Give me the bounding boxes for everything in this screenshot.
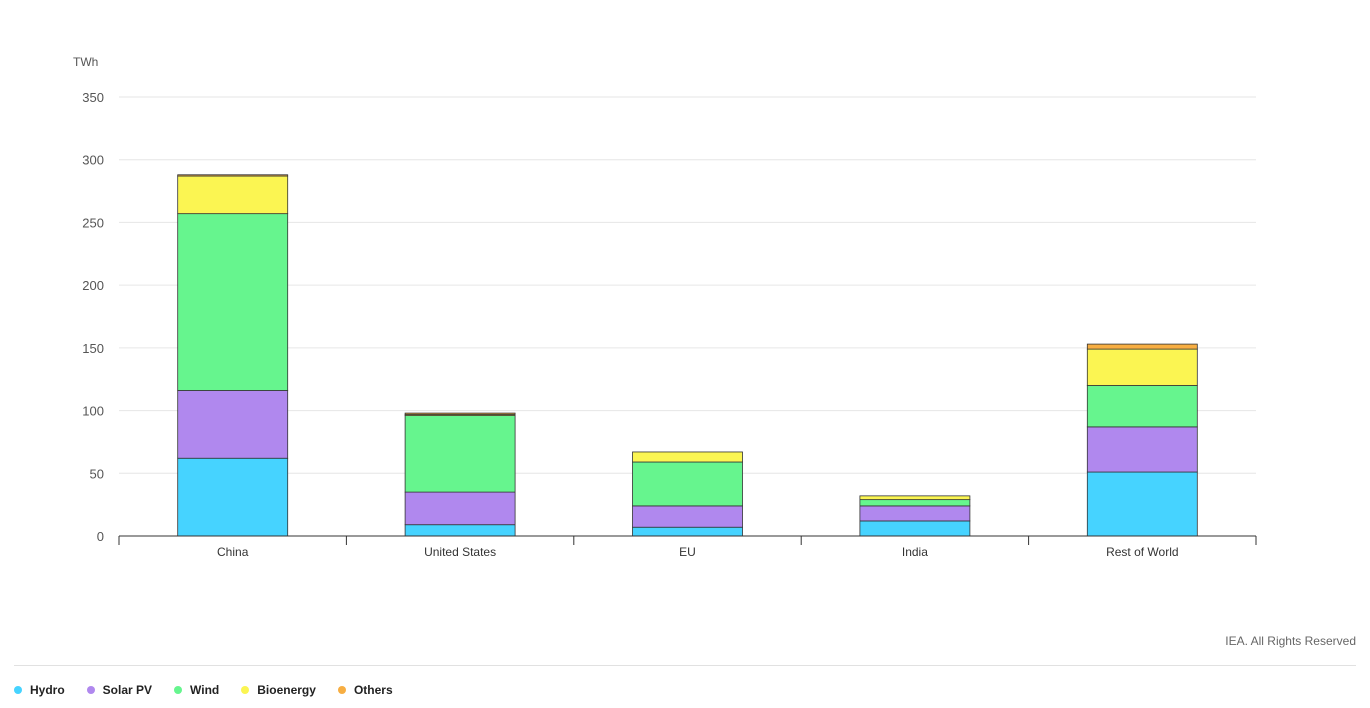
legend-swatch [241, 686, 250, 694]
legend-item-wind[interactable]: Wind [174, 683, 219, 697]
bar-segment-hydro[interactable] [177, 457, 289, 537]
bar-segment-bioenergy[interactable] [632, 451, 743, 463]
legend-item-solar-pv[interactable]: Solar PV [86, 683, 153, 697]
bar-segment-wind[interactable] [1086, 385, 1198, 428]
bar-segment-wind[interactable] [859, 499, 971, 507]
bar-segment-solar-pv[interactable] [632, 505, 743, 528]
legend: Hydro Solar PV Wind Bioenergy Others [14, 683, 393, 697]
legend-label: Solar PV [102, 683, 153, 697]
bar-segment-others[interactable] [177, 174, 289, 177]
legend-label: Bioenergy [257, 683, 316, 697]
bar-segment-others[interactable] [1086, 343, 1198, 350]
y-tick-label: 0 [97, 529, 104, 544]
legend-label: Wind [190, 683, 220, 697]
legend-swatch [337, 686, 346, 694]
y-tick-label: 150 [82, 341, 104, 356]
x-axis [118, 535, 1257, 545]
bar-segment-bioenergy[interactable] [177, 175, 289, 215]
bar-segment-wind[interactable] [177, 213, 289, 391]
bar-segment-bioenergy[interactable] [859, 495, 971, 501]
y-tick-label: 50 [90, 466, 104, 481]
bar-segment-wind[interactable] [632, 461, 743, 507]
legend-label: Others [353, 683, 393, 697]
bar-segment-solar-pv[interactable] [404, 491, 516, 526]
bar-segment-wind[interactable] [404, 415, 516, 493]
x-category-label: Rest of World [1106, 545, 1178, 559]
gridlines [119, 96, 1256, 474]
legend-swatch [86, 686, 95, 694]
bar-segment-bioenergy[interactable] [1086, 348, 1198, 386]
y-tick-label: 250 [82, 215, 104, 230]
axis-labels: 0 50 100 150 200 250 300 350 TWh China United Stat… [73, 55, 1179, 559]
y-unit-label: TWh [73, 55, 98, 69]
y-tick-label: 350 [82, 90, 104, 105]
bar-segment-hydro[interactable] [404, 524, 516, 537]
x-category-label: EU [679, 545, 696, 559]
legend-item-hydro[interactable]: Hydro [14, 683, 65, 697]
bar-segment-hydro[interactable] [859, 520, 971, 537]
bar-segment-hydro[interactable] [632, 526, 743, 537]
y-tick-label: 300 [82, 153, 104, 168]
x-category-label: India [902, 545, 928, 559]
bar-segment-others[interactable] [404, 412, 516, 415]
legend-swatch [14, 686, 22, 694]
y-tick-label: 200 [82, 278, 104, 293]
y-tick-label: 100 [82, 404, 104, 419]
credit-text: IEA. All Rights Reserved [1225, 634, 1356, 648]
legend-swatch [174, 686, 183, 694]
legend-item-others[interactable]: Others [337, 683, 393, 697]
x-category-label: China [217, 545, 249, 559]
bar-segment-solar-pv[interactable] [177, 390, 289, 459]
legend-divider [14, 665, 1356, 666]
legend-label: Hydro [30, 683, 65, 697]
bar-segment-hydro[interactable] [1086, 471, 1198, 537]
bars [177, 174, 1198, 537]
bar-segment-solar-pv[interactable] [859, 505, 971, 522]
legend-item-bioenergy[interactable]: Bioenergy [241, 683, 316, 697]
x-category-label: United States [424, 545, 496, 559]
bar-segment-solar-pv[interactable] [1086, 426, 1198, 473]
